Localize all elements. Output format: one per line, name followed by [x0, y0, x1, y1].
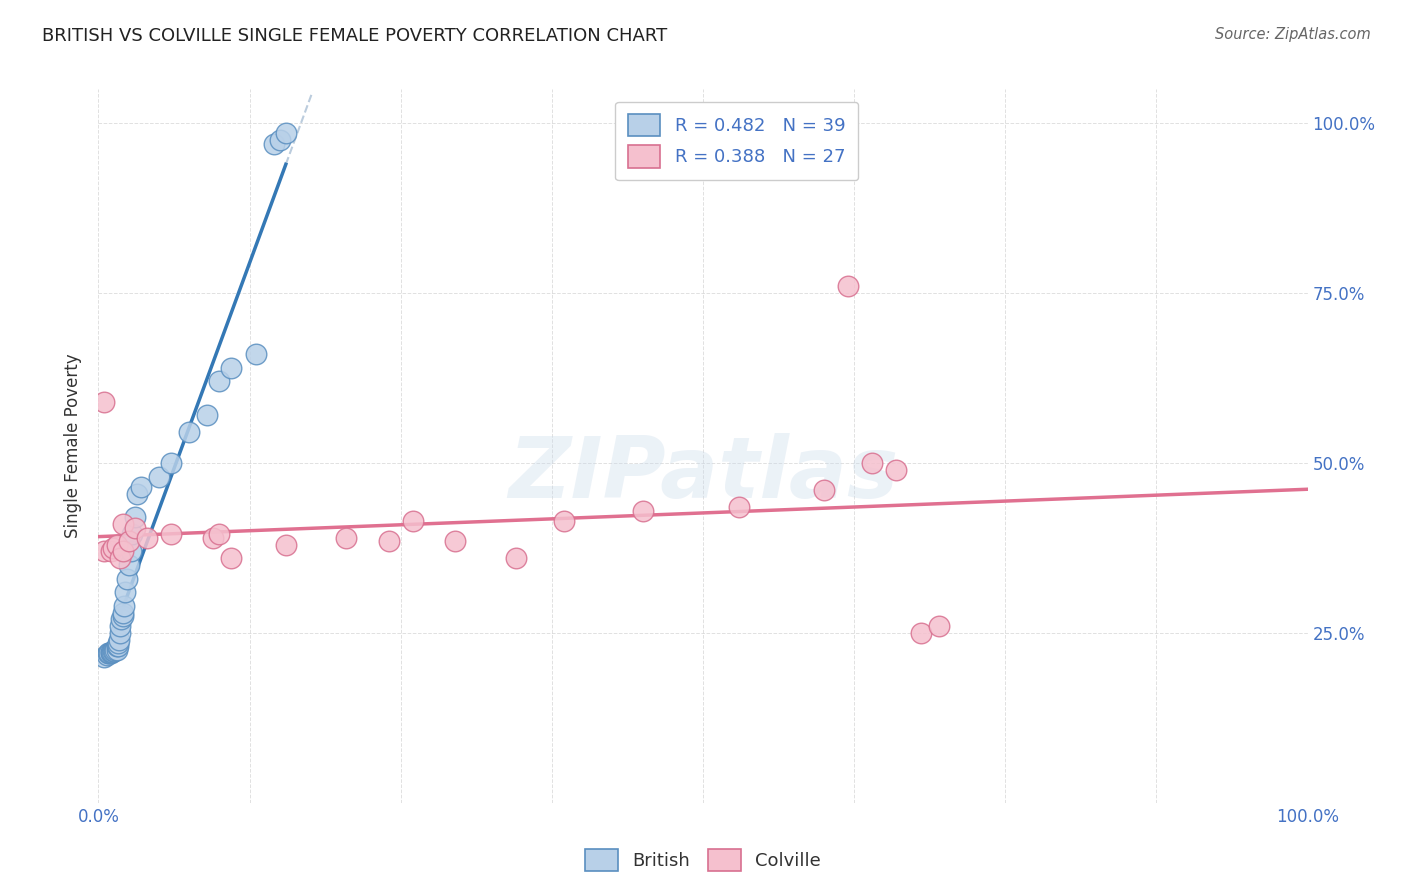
Point	[101, 541, 124, 555]
Point	[124, 510, 146, 524]
Point	[860, 456, 883, 470]
Point	[107, 640, 129, 654]
Point	[111, 544, 134, 558]
Point	[108, 619, 131, 633]
Legend: R = 0.482   N = 39, R = 0.388   N = 27: R = 0.482 N = 39, R = 0.388 N = 27	[616, 102, 858, 180]
Point	[127, 486, 149, 500]
Point	[108, 626, 131, 640]
Y-axis label: Single Female Poverty: Single Female Poverty	[65, 354, 83, 538]
Point	[129, 480, 152, 494]
Point	[179, 425, 201, 440]
Point	[195, 409, 218, 423]
Text: ZIPatlas: ZIPatlas	[508, 433, 898, 516]
Point	[100, 646, 122, 660]
Point	[111, 606, 134, 620]
Point	[269, 133, 291, 147]
Point	[117, 572, 139, 586]
Text: Source: ZipAtlas.com: Source: ZipAtlas.com	[1215, 27, 1371, 42]
Point	[910, 626, 932, 640]
Point	[118, 534, 141, 549]
Point	[135, 531, 157, 545]
Point	[100, 645, 122, 659]
Point	[111, 517, 134, 532]
Point	[93, 394, 115, 409]
Point	[100, 645, 122, 659]
Point	[245, 347, 267, 361]
Legend: British, Colville: British, Colville	[578, 842, 828, 879]
Point	[111, 608, 134, 623]
Point	[108, 632, 131, 647]
Point	[108, 551, 131, 566]
Point	[208, 527, 231, 541]
Point	[105, 537, 128, 551]
Point	[107, 636, 129, 650]
Point	[105, 643, 128, 657]
Point	[631, 503, 654, 517]
Point	[221, 551, 243, 566]
Point	[148, 469, 170, 483]
Point	[402, 514, 425, 528]
Point	[444, 534, 467, 549]
Point	[813, 483, 835, 498]
Point	[274, 127, 297, 141]
Point	[93, 544, 115, 558]
Point	[100, 544, 122, 558]
Text: BRITISH VS COLVILLE SINGLE FEMALE POVERTY CORRELATION CHART: BRITISH VS COLVILLE SINGLE FEMALE POVERT…	[42, 27, 668, 45]
Point	[505, 551, 527, 566]
Point	[104, 643, 127, 657]
Point	[103, 644, 125, 658]
Point	[553, 514, 575, 528]
Point	[121, 527, 143, 541]
Point	[202, 531, 225, 545]
Point	[93, 649, 115, 664]
Point	[837, 279, 859, 293]
Point	[98, 646, 121, 660]
Point	[114, 585, 136, 599]
Point	[101, 644, 124, 658]
Point	[160, 527, 183, 541]
Point	[335, 531, 357, 545]
Point	[928, 619, 950, 633]
Point	[886, 463, 908, 477]
Point	[208, 375, 231, 389]
Point	[274, 537, 297, 551]
Point	[377, 534, 399, 549]
Point	[124, 520, 146, 534]
Point	[110, 612, 132, 626]
Point	[96, 648, 118, 662]
Point	[105, 640, 128, 654]
Point	[118, 558, 141, 572]
Point	[221, 360, 243, 375]
Point	[728, 500, 751, 515]
Point	[112, 599, 135, 613]
Point	[263, 136, 285, 151]
Point	[160, 456, 183, 470]
Point	[120, 544, 142, 558]
Point	[97, 646, 120, 660]
